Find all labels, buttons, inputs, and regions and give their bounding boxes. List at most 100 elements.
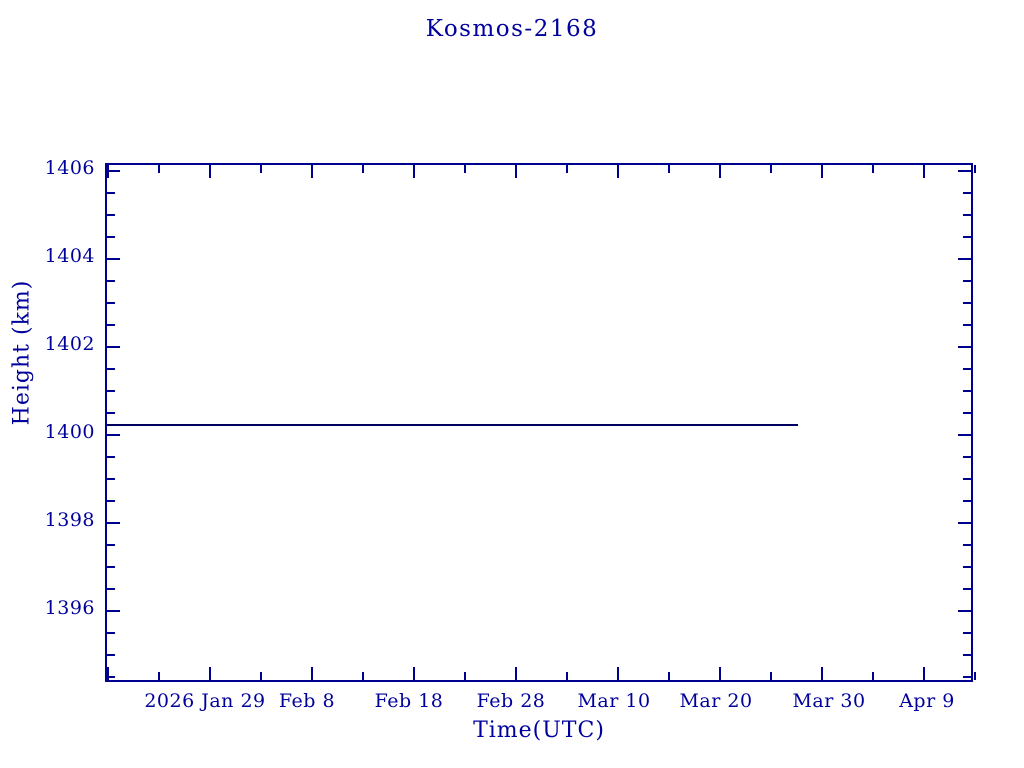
y-axis-major-tick [958, 434, 971, 436]
x-axis-minor-tick [362, 165, 364, 173]
y-axis-minor-tick [107, 280, 115, 282]
x-axis-minor-tick [566, 165, 568, 173]
y-axis-minor-tick [107, 192, 115, 194]
x-axis-minor-tick [872, 672, 874, 680]
page-title: Kosmos-2168 [425, 16, 599, 42]
x-axis-major-tick [107, 165, 109, 178]
y-axis-minor-tick [963, 302, 971, 304]
y-axis-tick-label: 1406 [44, 157, 95, 179]
y-axis-minor-tick [107, 368, 115, 370]
y-axis-major-tick [107, 522, 120, 524]
x-axis-major-tick [413, 667, 415, 680]
y-axis-minor-tick [963, 192, 971, 194]
x-axis-minor-tick [260, 672, 262, 680]
x-axis-minor-tick [464, 165, 466, 173]
x-axis-tick-label: 2026 Jan 29 [144, 690, 266, 712]
y-axis-minor-tick [963, 654, 971, 656]
x-axis-tick-label: Mar 30 [792, 690, 866, 712]
x-axis-major-tick [617, 165, 619, 178]
y-axis-tick-label: 1400 [44, 421, 95, 443]
x-axis-minor-tick [770, 165, 772, 173]
x-axis-minor-tick [566, 672, 568, 680]
plot-frame [105, 163, 976, 684]
data-series-layer [107, 165, 975, 684]
x-axis-major-tick [719, 165, 721, 178]
y-axis-major-tick [958, 522, 971, 524]
x-axis-major-tick [209, 165, 211, 178]
x-axis-minor-tick [872, 165, 874, 173]
x-axis-major-tick [821, 165, 823, 178]
y-axis-major-tick [107, 258, 120, 260]
y-axis-major-tick [958, 170, 971, 172]
x-axis-major-tick [515, 667, 517, 680]
y-axis-minor-tick [107, 324, 115, 326]
y-axis-minor-tick [107, 412, 115, 414]
y-axis-minor-tick [107, 478, 115, 480]
y-axis-major-tick [107, 434, 120, 436]
x-axis-minor-tick [158, 672, 160, 680]
x-axis-tick-label: Feb 28 [476, 690, 546, 712]
y-axis-minor-tick [107, 544, 115, 546]
y-axis-minor-tick [107, 566, 115, 568]
y-axis-minor-tick [963, 676, 971, 678]
y-axis-minor-tick [963, 412, 971, 414]
x-axis-major-tick [311, 165, 313, 178]
y-axis-major-tick [107, 610, 120, 612]
x-axis-major-tick [923, 165, 925, 178]
y-axis-minor-tick [963, 456, 971, 458]
y-axis-minor-tick [107, 654, 115, 656]
y-axis-minor-tick [107, 214, 115, 216]
x-axis-major-tick [311, 667, 313, 680]
y-axis-minor-tick [963, 588, 971, 590]
x-axis-minor-tick [362, 672, 364, 680]
x-axis-minor-tick [974, 165, 976, 173]
y-axis-tick-label: 1402 [44, 333, 95, 355]
x-axis-tick-label: Mar 10 [577, 690, 651, 712]
y-axis-minor-tick [963, 390, 971, 392]
x-axis-minor-tick [770, 672, 772, 680]
y-axis-minor-tick [107, 236, 115, 238]
data-series-height [107, 424, 798, 426]
y-axis-minor-tick [107, 500, 115, 502]
x-axis-tick-label: Feb 18 [374, 690, 444, 712]
y-axis-minor-tick [107, 390, 115, 392]
x-axis-major-tick [107, 667, 109, 680]
x-axis-major-tick [923, 667, 925, 680]
y-axis-minor-tick [963, 324, 971, 326]
y-axis-minor-tick [963, 500, 971, 502]
x-axis-minor-tick [668, 165, 670, 173]
y-axis-major-tick [107, 170, 120, 172]
y-axis-minor-tick [963, 236, 971, 238]
y-axis-major-tick [958, 258, 971, 260]
y-axis-tick-label: 1404 [44, 245, 95, 267]
x-axis-major-tick [515, 165, 517, 178]
y-axis-minor-tick [107, 302, 115, 304]
x-axis-minor-tick [464, 672, 466, 680]
y-axis-minor-tick [963, 478, 971, 480]
y-axis-minor-tick [107, 632, 115, 634]
y-axis-minor-tick [107, 456, 115, 458]
x-axis-title: Time(UTC) [473, 718, 605, 743]
y-axis-minor-tick [107, 676, 115, 678]
x-axis-major-tick [413, 165, 415, 178]
y-axis-major-tick [958, 610, 971, 612]
y-axis-minor-tick [963, 214, 971, 216]
x-axis-tick-label: Apr 9 [899, 690, 955, 712]
y-axis-minor-tick [963, 544, 971, 546]
y-axis-minor-tick [963, 368, 971, 370]
y-axis-major-tick [107, 346, 120, 348]
x-axis-tick-label: Feb 8 [278, 690, 336, 712]
x-axis-major-tick [821, 667, 823, 680]
x-axis-minor-tick [974, 672, 976, 680]
y-axis-tick-label: 1398 [44, 509, 95, 531]
x-axis-tick-label: Mar 20 [679, 690, 753, 712]
x-axis-minor-tick [158, 165, 160, 173]
x-axis-major-tick [209, 667, 211, 680]
x-axis-major-tick [617, 667, 619, 680]
y-axis-minor-tick [963, 632, 971, 634]
y-axis-minor-tick [107, 588, 115, 590]
y-axis-minor-tick [963, 566, 971, 568]
y-axis-minor-tick [963, 280, 971, 282]
x-axis-major-tick [719, 667, 721, 680]
